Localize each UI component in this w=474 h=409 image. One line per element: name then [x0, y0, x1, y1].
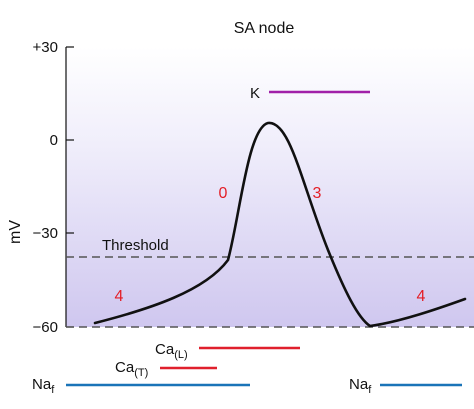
y-tick-label-minus60: −60 [33, 319, 58, 336]
na-f-right-sub: f [368, 384, 372, 396]
ca-l-current-label: Ca(L) [155, 341, 188, 361]
ca-t-base: Ca [115, 359, 135, 376]
ca-t-current-label: Ca(T) [115, 359, 148, 379]
na-f-left-sub: f [51, 384, 55, 396]
phase-4-right: 4 [417, 288, 426, 305]
ca-l-sub: (L) [174, 349, 187, 361]
action-potential-trace [93, 121, 467, 328]
threshold-label: Threshold [102, 237, 169, 254]
na-f-right-label: Naf [349, 376, 372, 396]
y-tick-label-plus30: +30 [33, 39, 58, 56]
phase-3: 3 [313, 185, 322, 202]
phase-4-left: 4 [115, 288, 124, 305]
ca-t-sub: (T) [134, 367, 148, 379]
y-axis-label: mV [7, 220, 24, 244]
diagram-title: SA node [234, 20, 295, 37]
na-f-left-label: Naf [32, 376, 55, 396]
potential-band [66, 47, 474, 327]
phase-0: 0 [219, 185, 228, 202]
na-f-right-base: Na [349, 376, 369, 393]
y-tick-label-minus30: −30 [33, 225, 58, 242]
k-current-label: K [250, 85, 260, 102]
na-f-left-base: Na [32, 376, 52, 393]
y-tick-label-0: 0 [50, 132, 58, 149]
ca-l-base: Ca [155, 341, 175, 358]
